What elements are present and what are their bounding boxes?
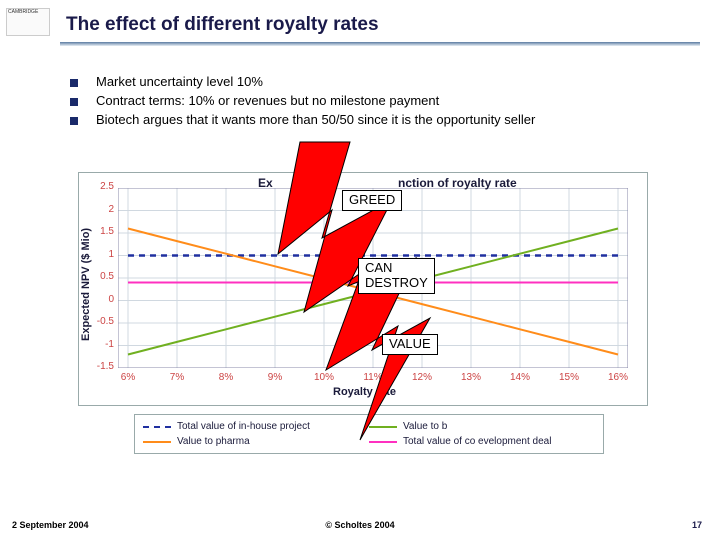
callout-box: GREED bbox=[342, 190, 402, 211]
y-tick-label: 0.5 bbox=[90, 271, 114, 282]
x-tick-label: 10% bbox=[310, 372, 338, 383]
bullet-text: Biotech argues that it wants more than 5… bbox=[96, 112, 535, 127]
bullet-item: Market uncertainty level 10% bbox=[70, 74, 690, 89]
chart-title-fragment-right: nction of royalty rate bbox=[398, 176, 517, 190]
bullet-item: Biotech argues that it wants more than 5… bbox=[70, 112, 690, 127]
x-tick-label: 15% bbox=[555, 372, 583, 383]
x-tick-label: 12% bbox=[408, 372, 436, 383]
y-tick-label: 2 bbox=[90, 204, 114, 215]
bullet-text: Market uncertainty level 10% bbox=[96, 74, 263, 89]
x-tick-label: 6% bbox=[114, 372, 142, 383]
bullet-marker-icon bbox=[70, 79, 78, 87]
y-tick-label: 1 bbox=[90, 249, 114, 260]
footer-copyright: © Scholtes 2004 bbox=[325, 520, 394, 530]
bullet-marker-icon bbox=[70, 98, 78, 106]
x-tick-label: 16% bbox=[604, 372, 632, 383]
legend-swatch-icon bbox=[143, 441, 171, 443]
callout-line: VALUE bbox=[389, 337, 431, 352]
y-tick-label: 1.5 bbox=[90, 226, 114, 237]
x-axis-label: Royalty rate bbox=[333, 386, 396, 398]
legend-swatch-icon bbox=[369, 426, 397, 428]
y-tick-label: -1.5 bbox=[90, 361, 114, 372]
legend-label: Total value of in-house project bbox=[177, 421, 310, 432]
footer-date: 2 September 2004 bbox=[12, 520, 89, 530]
chart-title-fragment-left: Ex bbox=[258, 176, 273, 190]
legend-label: Value to b bbox=[403, 421, 447, 432]
legend-item: Value to b bbox=[369, 420, 595, 433]
callout-box: CANDESTROY bbox=[358, 258, 435, 294]
x-tick-label: 8% bbox=[212, 372, 240, 383]
footer-page-number: 17 bbox=[692, 520, 702, 530]
legend-item: Total value of in-house project bbox=[143, 420, 369, 433]
y-tick-label: -1 bbox=[90, 339, 114, 350]
y-tick-label: -0.5 bbox=[90, 316, 114, 327]
x-tick-label: 14% bbox=[506, 372, 534, 383]
bullet-marker-icon bbox=[70, 117, 78, 125]
callout-line: GREED bbox=[349, 193, 395, 208]
x-tick-label: 11% bbox=[359, 372, 387, 383]
x-tick-label: 9% bbox=[261, 372, 289, 383]
legend-swatch-icon bbox=[369, 441, 397, 443]
callout-box: VALUE bbox=[382, 334, 438, 355]
bullet-list: Market uncertainty level 10% Contract ter… bbox=[70, 74, 690, 131]
legend-item: Value to pharma bbox=[143, 435, 369, 448]
legend-swatch-icon bbox=[143, 426, 171, 428]
legend-label: Value to pharma bbox=[177, 436, 250, 447]
callout-line: DESTROY bbox=[365, 276, 428, 291]
legend-label: Total value of co evelopment deal bbox=[403, 436, 551, 447]
page-title: The effect of different royalty rates bbox=[66, 14, 379, 36]
x-tick-label: 13% bbox=[457, 372, 485, 383]
title-underline bbox=[60, 42, 700, 46]
chart-legend: Total value of in-house project Value to … bbox=[134, 414, 604, 454]
legend-item: Total value of co evelopment deal bbox=[369, 435, 595, 448]
callout-line: CAN bbox=[365, 261, 428, 276]
y-tick-label: 2.5 bbox=[90, 181, 114, 192]
x-tick-label: 7% bbox=[163, 372, 191, 383]
institution-logo: CAMBRIDGE bbox=[6, 8, 50, 36]
bullet-text: Contract terms: 10% or revenues but no m… bbox=[96, 93, 439, 108]
bullet-item: Contract terms: 10% or revenues but no m… bbox=[70, 93, 690, 108]
y-tick-label: 0 bbox=[90, 294, 114, 305]
